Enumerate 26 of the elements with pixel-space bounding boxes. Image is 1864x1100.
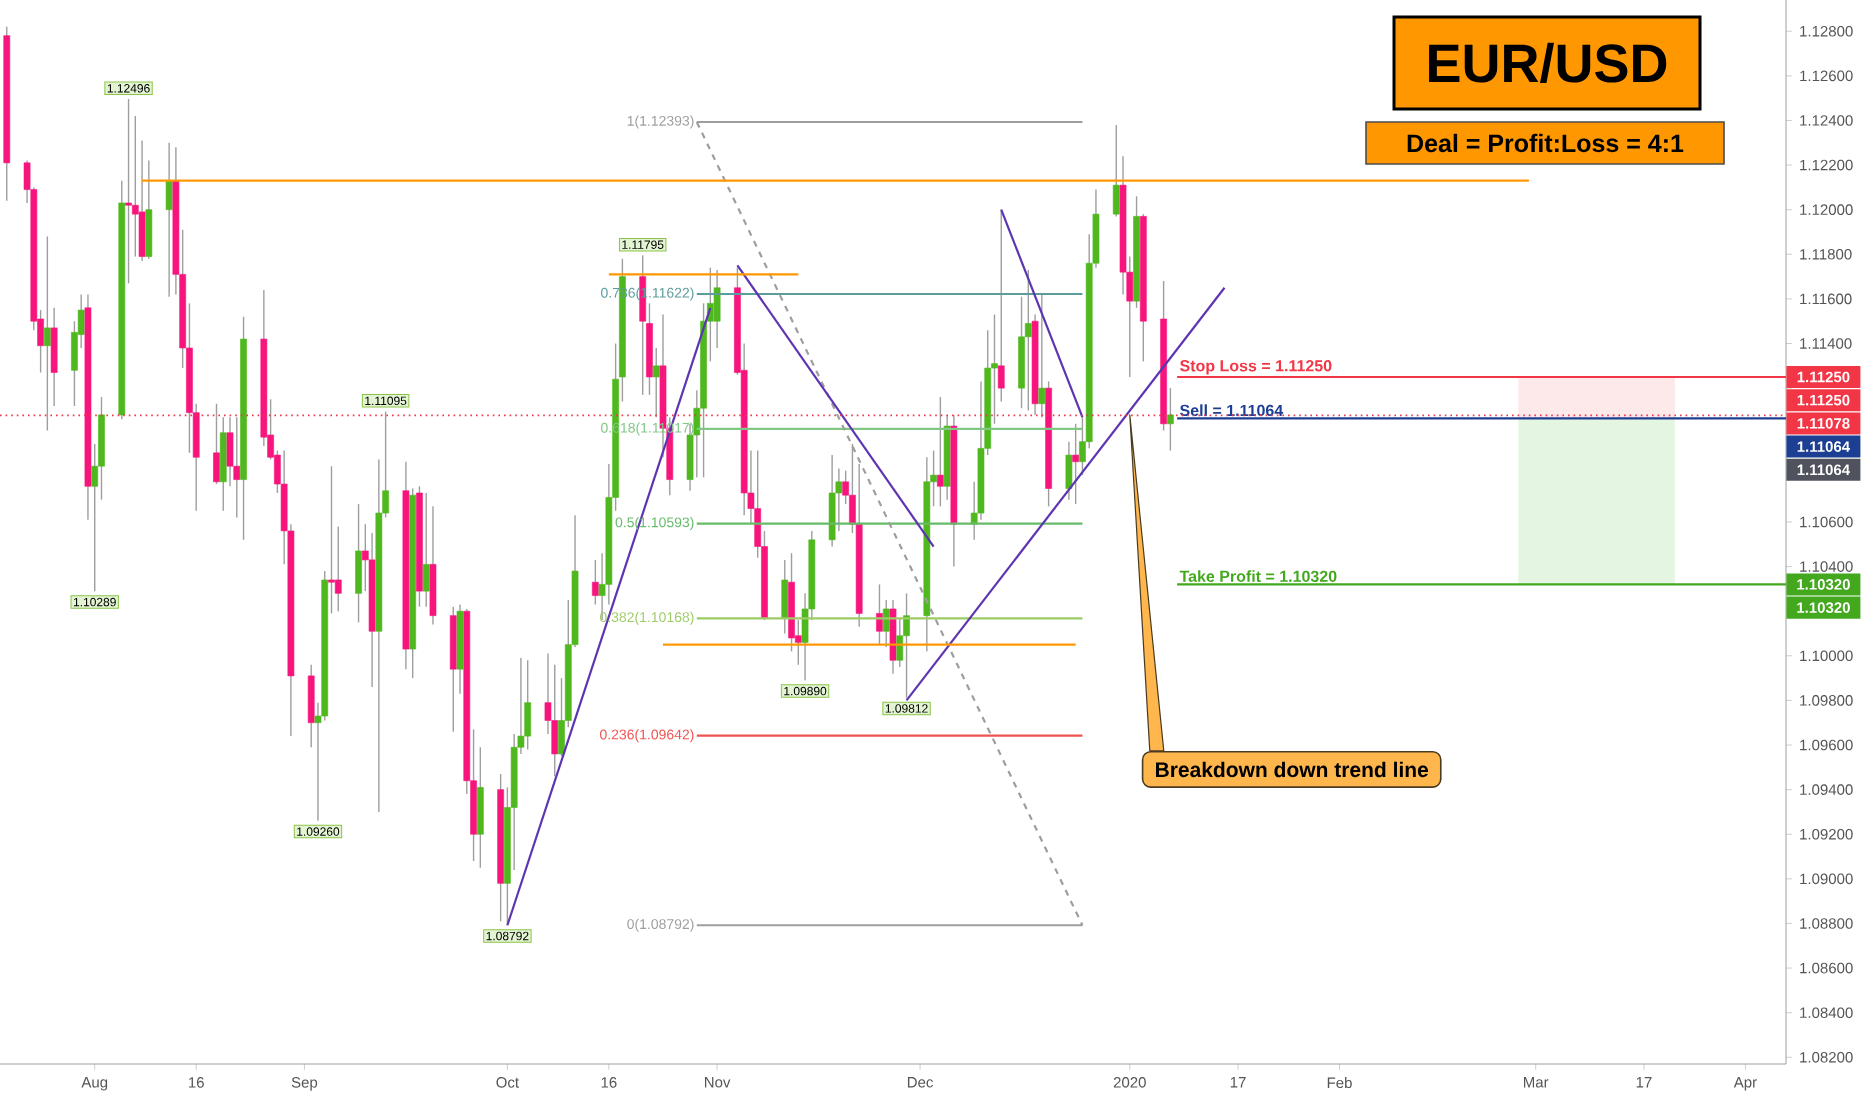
- candlestick: [476, 746, 484, 869]
- candlestick: [213, 403, 220, 485]
- candlestick: [1024, 269, 1032, 412]
- candlestick: [937, 396, 944, 508]
- candlestick: [524, 659, 532, 751]
- series-label: Sell = 1.11064: [1180, 404, 1284, 417]
- candlestick: [233, 416, 241, 519]
- candlestick: [328, 465, 335, 615]
- candlestick: [903, 592, 910, 699]
- candlestick: [1167, 387, 1174, 452]
- candlestick: [165, 142, 173, 298]
- series-label: Stop Loss = 1.11250: [1180, 360, 1332, 375]
- annotation: Breakdown down trend line: [1156, 761, 1429, 778]
- candlestick: [876, 583, 883, 646]
- candlestick: [422, 492, 430, 608]
- text: Deal = Profit:Loss = 4:1: [1407, 133, 1684, 153]
- candlestick: [44, 235, 51, 432]
- candlestick: [828, 454, 836, 548]
- candlestick: [1038, 293, 1046, 418]
- candlestick: [125, 98, 132, 284]
- series-label: Take Profit = 1.10320: [1179, 570, 1337, 583]
- candlestick: [652, 347, 660, 418]
- candlestick: [1112, 124, 1120, 218]
- candlestick: [1072, 423, 1080, 505]
- candlestick: [355, 503, 362, 624]
- text: EUR/USD: [1429, 42, 1667, 84]
